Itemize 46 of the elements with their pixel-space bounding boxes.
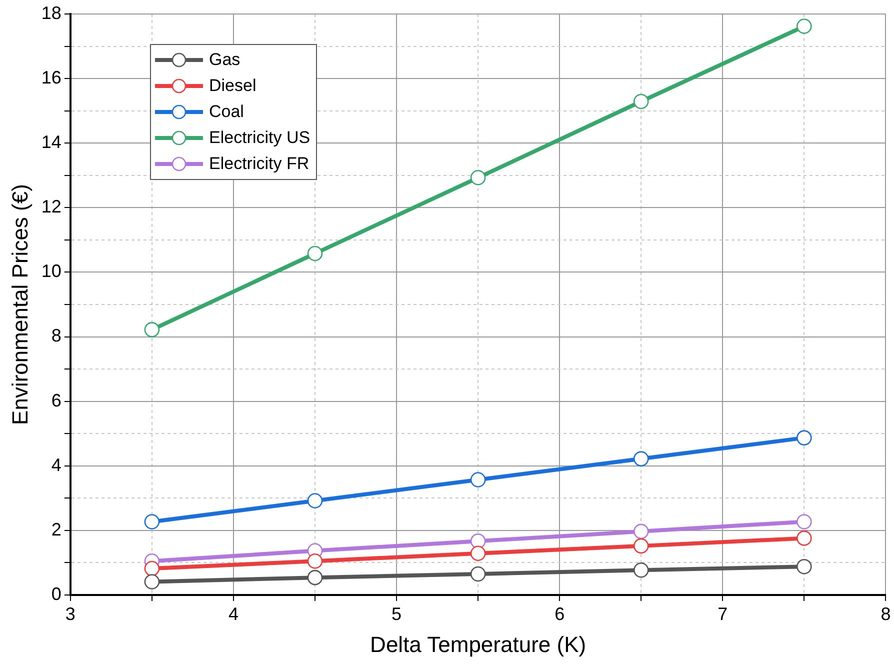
x-tick-label: 4 bbox=[228, 604, 238, 624]
x-tick-label: 6 bbox=[554, 604, 565, 624]
legend-label: Gas bbox=[209, 50, 240, 70]
y-tick-label: 6 bbox=[51, 390, 62, 410]
x-tick-label: 8 bbox=[880, 604, 891, 624]
legend-label: Diesel bbox=[209, 76, 256, 96]
point bbox=[470, 533, 486, 549]
y-tick-label: 2 bbox=[51, 519, 62, 540]
point bbox=[307, 570, 323, 586]
legend-label: Electricity US bbox=[209, 128, 310, 148]
point bbox=[144, 560, 160, 576]
y-tick-label: 8 bbox=[51, 326, 62, 346]
y-tick-label: 12 bbox=[41, 196, 62, 217]
point bbox=[144, 514, 160, 530]
y-tick-label: 16 bbox=[41, 68, 62, 88]
y-tick-label: 0 bbox=[51, 584, 62, 604]
legend-label: Coal bbox=[209, 102, 244, 122]
point bbox=[633, 538, 649, 554]
x-tick-label: 5 bbox=[392, 604, 402, 624]
point bbox=[796, 530, 812, 546]
legend-label: Electricity FR bbox=[209, 154, 310, 174]
point bbox=[470, 472, 486, 488]
point bbox=[796, 514, 812, 530]
point bbox=[633, 451, 649, 466]
point bbox=[470, 170, 486, 186]
point bbox=[307, 246, 323, 262]
y-axis-title: Environmental Prices (€) bbox=[7, 184, 32, 425]
point bbox=[144, 574, 160, 590]
point bbox=[633, 94, 649, 110]
point bbox=[144, 322, 160, 338]
point bbox=[633, 562, 649, 578]
y-tick-label: 10 bbox=[41, 261, 62, 282]
point bbox=[307, 553, 323, 569]
point bbox=[307, 493, 323, 508]
point bbox=[470, 546, 486, 562]
point bbox=[633, 524, 649, 540]
x-tick-label: 7 bbox=[718, 604, 728, 624]
y-tick-label: 18 bbox=[41, 2, 62, 23]
point bbox=[796, 430, 812, 446]
y-tick-label: 14 bbox=[41, 132, 62, 152]
x-axis-title: Delta Temperature (K) bbox=[370, 632, 586, 657]
y-tick-label: 4 bbox=[51, 454, 62, 475]
point bbox=[796, 558, 812, 574]
point bbox=[470, 566, 486, 582]
point bbox=[796, 18, 812, 34]
x-tick-label: 3 bbox=[65, 604, 76, 624]
